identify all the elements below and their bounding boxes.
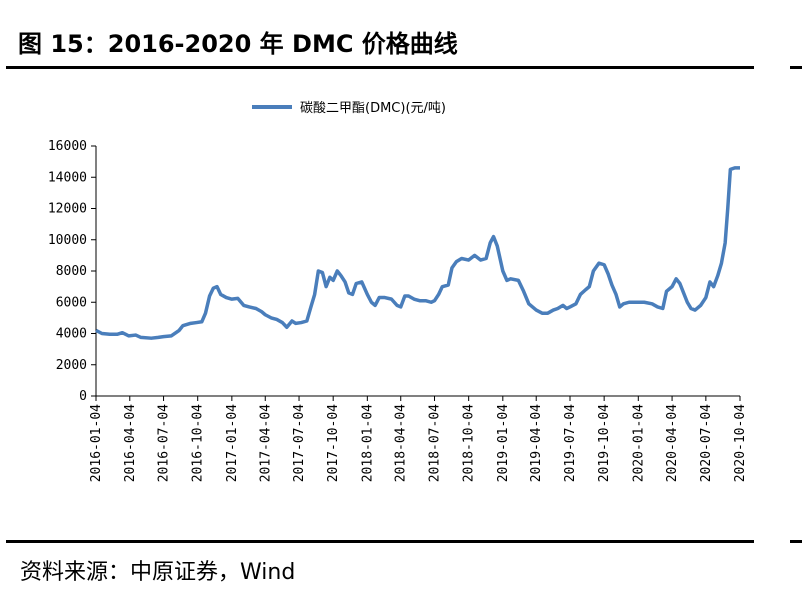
x-axis: 2016-01-04 2016-04-04 2016-07-04 2016-10-04…	[89, 395, 748, 482]
legend-label: 碳酸二甲酯(DMC)(元/吨)	[300, 101, 446, 116]
x-tick-label: 2018-07-04	[428, 404, 443, 482]
line-chart: 碳酸二甲酯(DMC)(元/吨) 0 2000 4000 6000 8000 10000 12…	[48, 101, 748, 482]
y-tick-label: 2000	[56, 358, 87, 373]
x-tick-label: 2016-07-04	[157, 404, 172, 482]
x-tick-label: 2017-10-04	[326, 404, 341, 482]
figure-title: 图 15：2016-2020 年 DMC 价格曲线	[18, 30, 458, 58]
y-tick-label: 10000	[48, 233, 87, 248]
x-tick-label: 2019-10-04	[597, 404, 612, 482]
top-rule-right	[790, 66, 802, 69]
x-tick-label: 2018-04-04	[394, 404, 409, 482]
y-tick-label: 14000	[48, 170, 87, 185]
bottom-rule	[6, 540, 754, 543]
x-tick-label: 2017-01-04	[225, 404, 240, 482]
x-tick-label: 2020-10-04	[733, 404, 748, 482]
y-tick-label: 16000	[48, 139, 87, 154]
top-rule	[6, 66, 754, 69]
y-tick-label: 4000	[56, 327, 87, 342]
y-tick-label: 0	[79, 389, 87, 404]
x-tick-label: 2019-07-04	[563, 404, 578, 482]
series-line	[95, 166, 740, 340]
x-tick-label: 2016-01-04	[89, 404, 104, 482]
x-tick-label: 2017-04-04	[258, 404, 273, 482]
x-tick-label: 2018-10-04	[462, 404, 477, 482]
y-axis: 0 2000 4000 6000 8000 10000 12000 14000 16000	[48, 139, 97, 404]
x-tick-label: 2017-07-04	[292, 404, 307, 482]
source-note: 资料来源：中原证券，Wind	[20, 560, 296, 585]
x-tick-label: 2016-10-04	[191, 404, 206, 482]
x-tick-label: 2019-04-04	[529, 404, 544, 482]
chart-legend: 碳酸二甲酯(DMC)(元/吨)	[252, 101, 446, 116]
x-tick-label: 2019-01-04	[496, 404, 511, 482]
x-tick-label: 2020-04-04	[665, 404, 680, 482]
x-tick-label: 2020-07-04	[699, 404, 714, 482]
bottom-rule-right	[790, 540, 802, 543]
y-tick-label: 6000	[56, 295, 87, 310]
x-tick-label: 2016-04-04	[123, 404, 138, 482]
y-tick-label: 12000	[48, 202, 87, 217]
y-tick-label: 8000	[56, 264, 87, 279]
x-tick-label: 2018-01-04	[360, 404, 375, 482]
x-tick-label: 2020-01-04	[631, 404, 646, 482]
